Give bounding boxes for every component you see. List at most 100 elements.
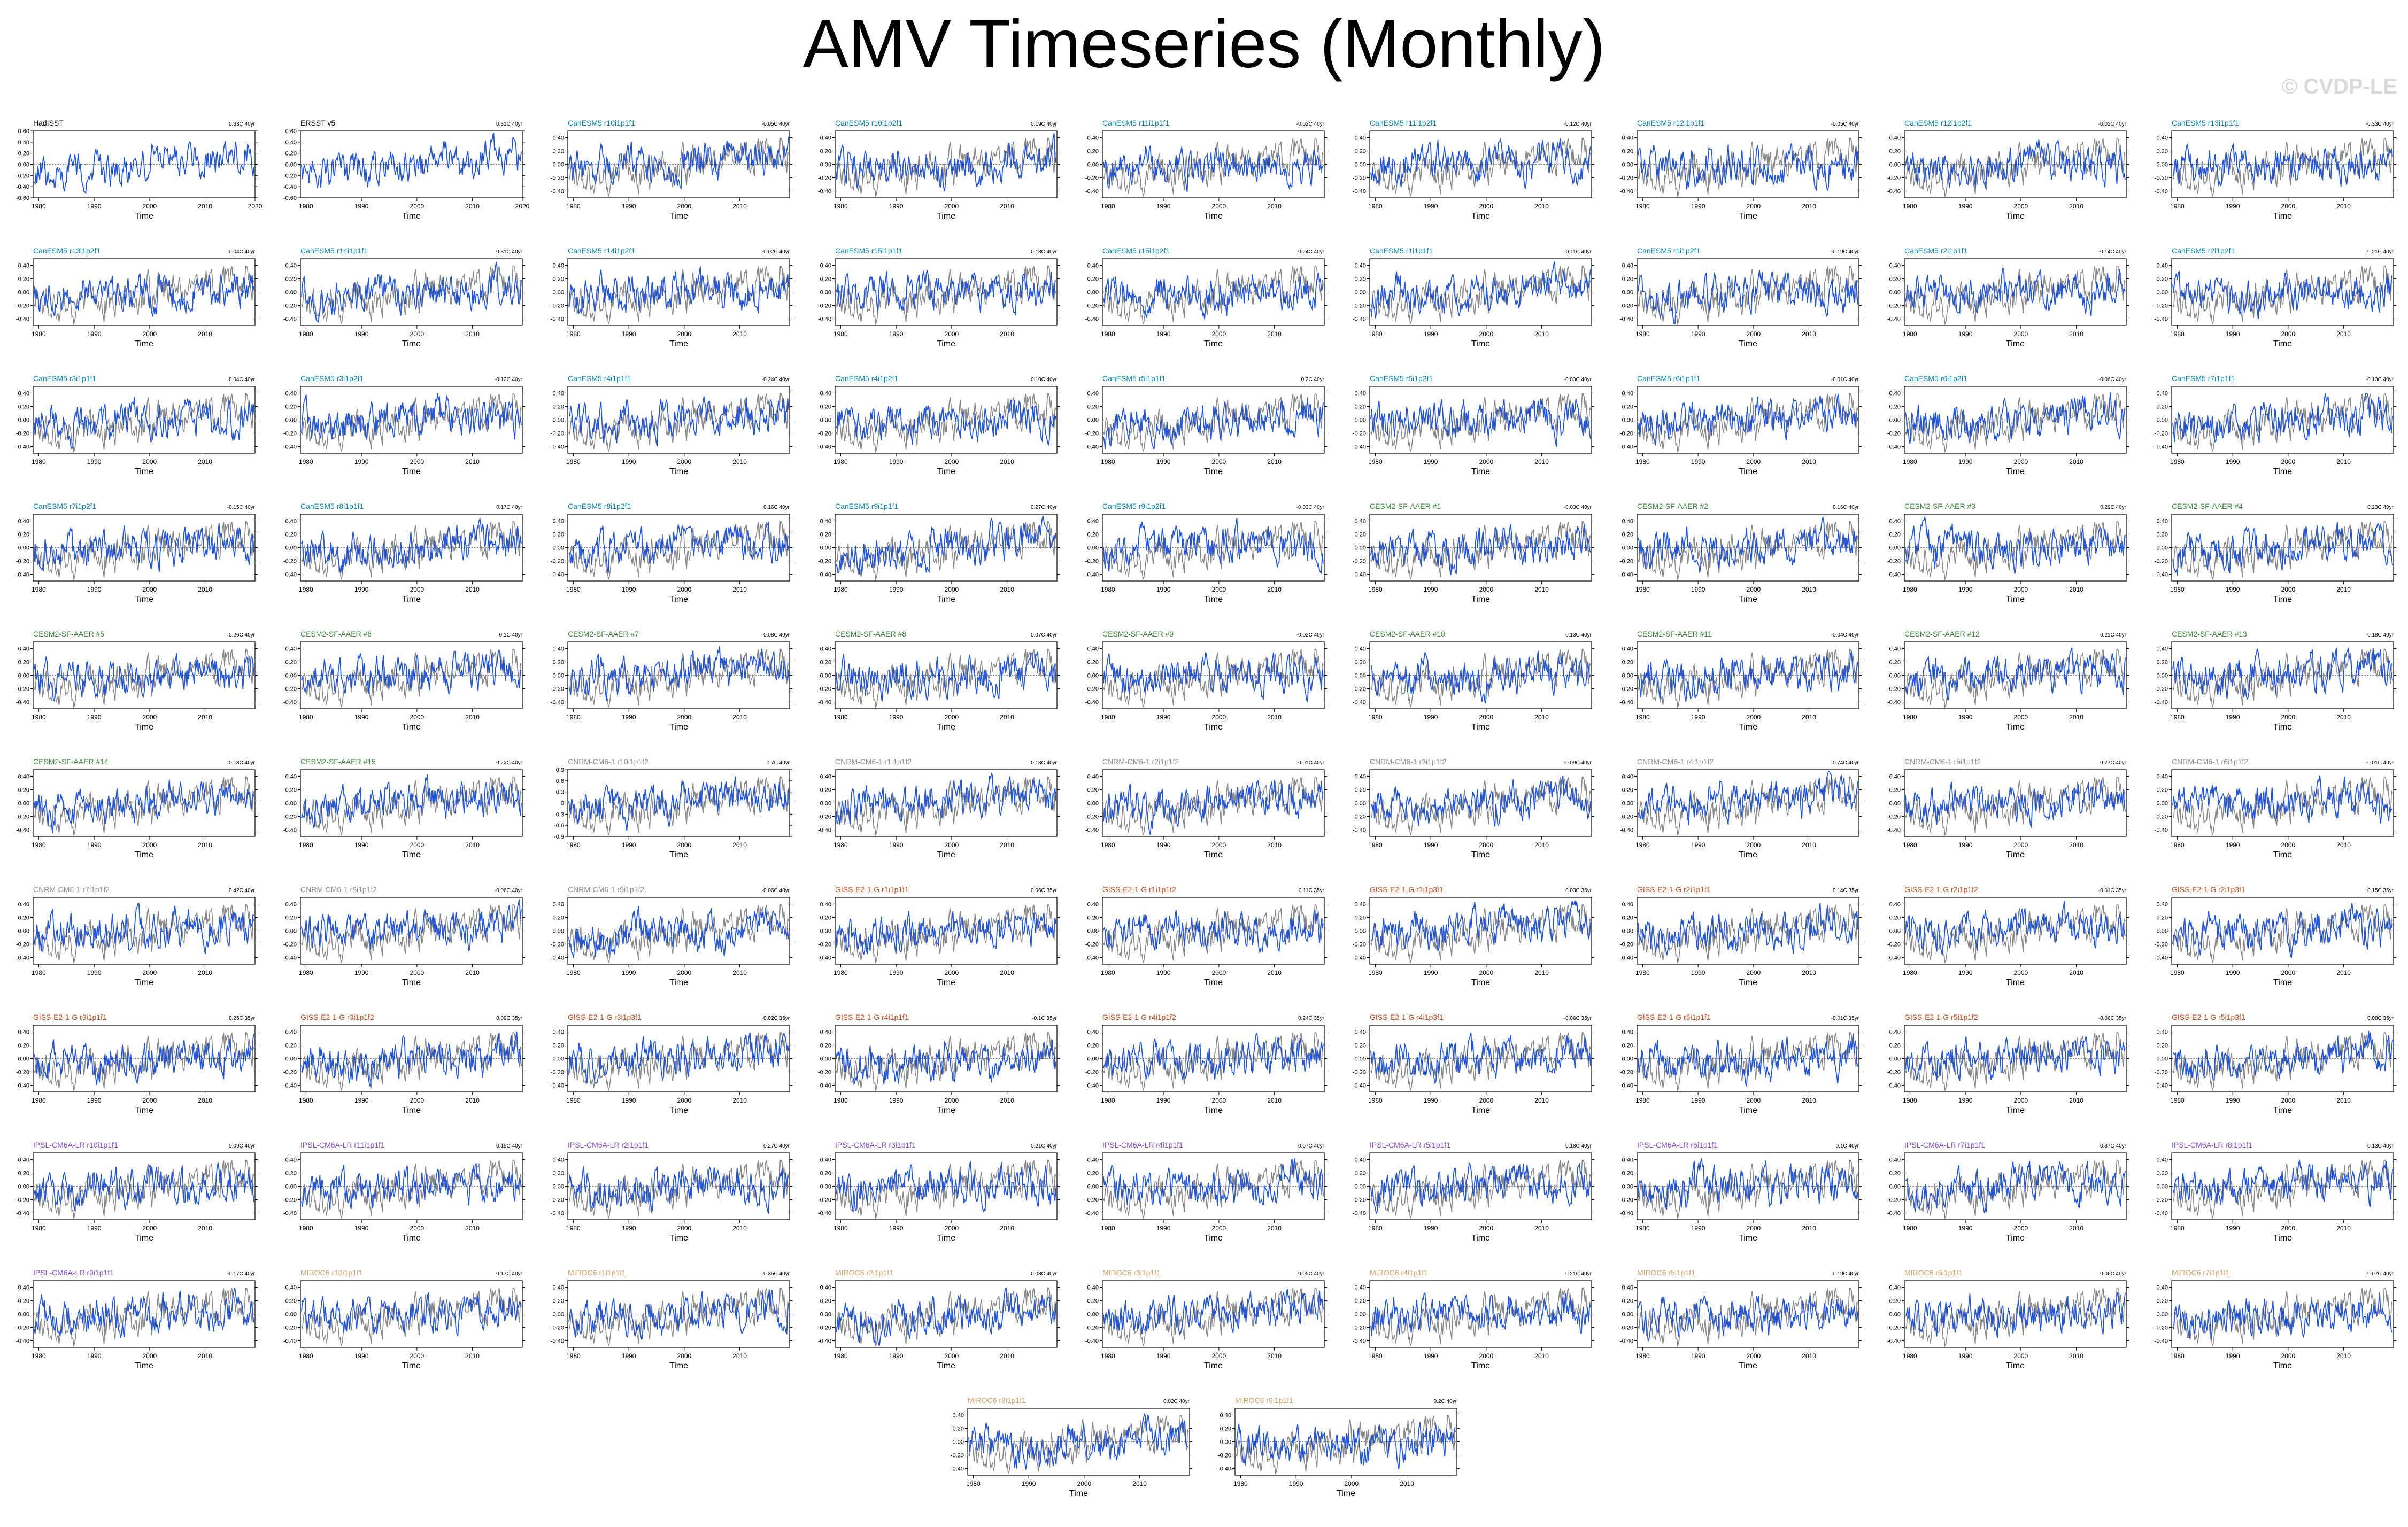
- x-axis-label: Time: [135, 595, 153, 604]
- y-tick-label: -0.20: [1620, 431, 1633, 437]
- x-tick-label: 2010: [1802, 841, 1816, 849]
- panel-title: GISS-E2-1-G r3i1p1f1: [33, 1013, 107, 1021]
- x-tick-label: 2010: [1802, 969, 1816, 976]
- y-tick-label: -0.20: [1620, 942, 1633, 948]
- observed-series-line: [568, 1032, 789, 1092]
- x-tick-label: 2000: [1747, 330, 1761, 338]
- y-tick-label: -0.60: [16, 195, 29, 201]
- x-tick-label: 2000: [1747, 841, 1761, 849]
- model-series-line: [1905, 515, 2126, 574]
- panel-title: CanESM5 r8i1p2f1: [568, 502, 631, 510]
- y-tick-label: -0.40: [551, 955, 564, 962]
- x-tick-label: 2010: [2069, 841, 2083, 849]
- panel: GISS-E2-1-G r2i1p3f1 0.15C 35yr 0.40 0.20 0.…: [2155, 885, 2396, 987]
- x-tick-label: 1980: [966, 1480, 981, 1487]
- x-tick-label: 2010: [2336, 203, 2351, 210]
- panel-title: CanESM5 r14i1p1f1: [300, 246, 368, 255]
- y-tick-label: 0.00: [553, 1056, 564, 1063]
- y-tick-label: -0.40: [1353, 316, 1366, 323]
- x-tick-label: 1990: [622, 586, 636, 593]
- panel-title: CanESM5 r15i1p2f1: [1102, 246, 1170, 255]
- trend-label: -0.01C 40yr: [1831, 377, 1859, 383]
- x-tick-label: 1980: [1368, 1097, 1383, 1104]
- x-tick-label: 1980: [32, 969, 46, 976]
- observed-series-line: [1905, 1159, 2126, 1220]
- x-tick-label: 2010: [465, 841, 480, 849]
- y-tick-label: 0.40: [1355, 391, 1366, 397]
- x-axis-label: Time: [402, 339, 421, 348]
- y-tick-label: -0.20: [283, 814, 297, 820]
- observed-series-line: [568, 776, 789, 836]
- x-tick-label: 1990: [1424, 841, 1438, 849]
- x-tick-label: 1980: [833, 1224, 848, 1232]
- y-tick-label: 0.40: [1087, 1029, 1099, 1036]
- y-tick-label: 0.00: [1889, 1312, 1901, 1318]
- panel-title: GISS-E2-1-G r4i1p3f1: [1370, 1013, 1444, 1021]
- panel-title: CanESM5 r15i1p1f1: [835, 246, 902, 255]
- x-tick-label: 1980: [566, 1097, 581, 1104]
- x-tick-label: 2000: [945, 458, 959, 466]
- x-tick-label: 1990: [1424, 330, 1438, 338]
- observed-series-line: [1638, 265, 1858, 325]
- trend-label: -0.19C 40yr: [1831, 249, 1859, 255]
- x-tick-label: 1990: [1958, 1224, 1973, 1232]
- x-tick-label: 2000: [1212, 1352, 1226, 1360]
- panel-title: GISS-E2-1-G r3i1p1f2: [300, 1013, 374, 1021]
- x-tick-label: 2010: [732, 458, 747, 466]
- panel-title: GISS-E2-1-G r1i1p1f1: [835, 885, 909, 894]
- model-series-line: [836, 515, 1056, 575]
- y-tick-label: 0.40: [18, 774, 29, 780]
- x-axis-label: Time: [1337, 1489, 1355, 1498]
- panel: CanESM5 r6i1p1f1 -0.01C 40yr 0.40 0.20 0.00 -…: [1620, 374, 1862, 476]
- y-tick-label: 0.20: [18, 660, 29, 666]
- panel-title: CanESM5 r1i1p2f1: [1637, 246, 1701, 255]
- trend-label: -0.33C 40yr: [2366, 121, 2394, 127]
- y-tick-label: -0.40: [1887, 1338, 1901, 1345]
- y-tick-label: -0.20: [1887, 1197, 1901, 1204]
- y-tick-label: 0.40: [1622, 1157, 1633, 1164]
- y-tick-label: -0.20: [2155, 814, 2168, 820]
- observed-series-line: [34, 904, 254, 964]
- panel: CNRM-CM6-1 r2i1p1f2 0.01C 40yr 0.40 0.20 0.0…: [1085, 757, 1327, 859]
- x-tick-label: 1980: [2170, 1097, 2185, 1104]
- y-tick-label: 0.40: [1889, 902, 1901, 908]
- observed-series-line: [2172, 265, 2393, 325]
- y-tick-label: 0.20: [1622, 532, 1633, 538]
- observed-series-line: [1905, 1032, 2126, 1092]
- x-axis-label: Time: [402, 595, 421, 604]
- x-tick-label: 1980: [566, 330, 581, 338]
- trend-label: -0.14C 40yr: [2098, 249, 2127, 255]
- panel: CESM2-SF-AAER #15 0.22C 40yr 0.40 0.20 0.00 -…: [283, 757, 525, 859]
- trend-label: 0.07C 40yr: [1298, 1143, 1325, 1149]
- x-tick-label: 1980: [299, 458, 313, 466]
- x-tick-label: 1980: [1101, 1097, 1115, 1104]
- y-tick-label: -0.40: [818, 1083, 831, 1089]
- x-tick-label: 2000: [143, 586, 157, 593]
- trend-label: 0.14C 35yr: [1833, 888, 1859, 894]
- x-axis-label: Time: [937, 595, 955, 604]
- model-series-line: [568, 1032, 789, 1084]
- x-axis-label: Time: [1739, 1361, 1757, 1370]
- y-tick-label: 0.20: [1889, 915, 1901, 921]
- y-tick-label: 0.20: [1889, 787, 1901, 794]
- x-axis-label: Time: [1204, 1106, 1223, 1115]
- x-axis-label: Time: [135, 850, 153, 859]
- x-tick-label: 1990: [1691, 1352, 1705, 1360]
- y-tick-label: -0.20: [16, 1069, 29, 1076]
- panel: IPSL-CM6A-LR r10i1p1f1 0.09C 40yr 0.40 0.20…: [16, 1141, 258, 1243]
- y-tick-label: 0.00: [820, 673, 831, 679]
- trend-label: 0.18C 40yr: [1565, 1143, 1592, 1149]
- y-tick-label: 0.40: [1355, 1029, 1366, 1036]
- x-tick-label: 2010: [2336, 841, 2351, 849]
- x-tick-label: 1980: [1368, 330, 1383, 338]
- y-tick-label: -0.20: [1620, 559, 1633, 565]
- x-tick-label: 1990: [1022, 1480, 1036, 1487]
- y-tick-label: 0.40: [553, 1157, 564, 1164]
- y-tick-label: -0.40: [16, 444, 29, 451]
- x-tick-label: 2010: [198, 1097, 212, 1104]
- panel-title: CanESM5 r11i1p1f1: [1102, 119, 1169, 127]
- x-tick-label: 1980: [2170, 1352, 2185, 1360]
- y-tick-label: 0.00: [1355, 417, 1366, 424]
- trend-label: 0.31C 40yr: [496, 121, 523, 127]
- x-tick-label: 2000: [1479, 458, 1494, 466]
